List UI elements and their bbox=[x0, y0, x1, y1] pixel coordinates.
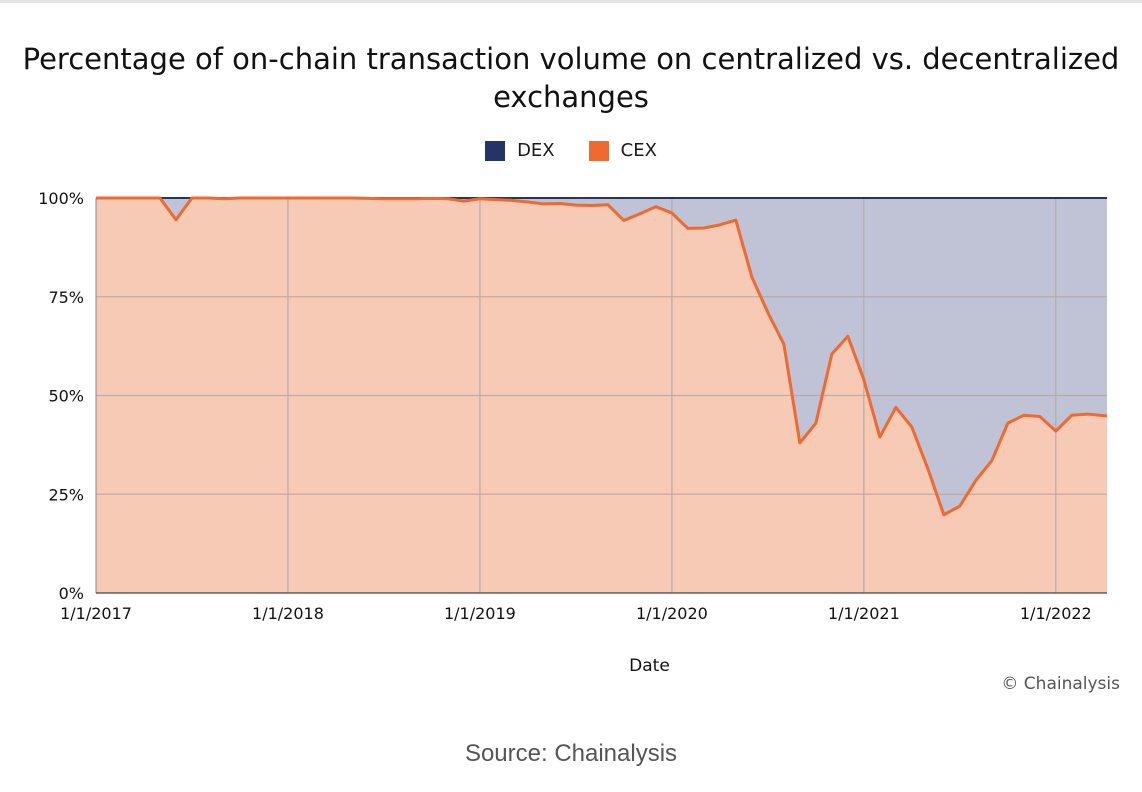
chart-legend: DEX CEX bbox=[0, 140, 1142, 161]
x-tick-label: 1/1/2021 bbox=[828, 604, 900, 623]
x-tick-label: 1/1/2017 bbox=[60, 604, 132, 623]
legend-item-cex[interactable]: CEX bbox=[588, 140, 657, 161]
y-tick-label: 100% bbox=[38, 189, 84, 208]
legend-label-dex: DEX bbox=[517, 140, 555, 161]
x-tick-label: 1/1/2022 bbox=[1020, 604, 1092, 623]
y-tick-label: 25% bbox=[48, 485, 84, 504]
legend-label-cex: CEX bbox=[620, 140, 657, 161]
chart-title: Percentage of on-chain transaction volum… bbox=[0, 40, 1142, 116]
x-tick-label: 1/1/2019 bbox=[444, 604, 516, 623]
x-axis-title: Date bbox=[629, 656, 670, 676]
chainalysis-credit: © Chainalysis bbox=[1001, 674, 1120, 694]
source-caption: Source: Chainalysis bbox=[464, 740, 678, 767]
legend-swatch-cex bbox=[588, 140, 609, 161]
y-tick-label: 50% bbox=[48, 387, 84, 406]
chart-title-text: Percentage of on-chain transaction volum… bbox=[22, 42, 1120, 114]
top-divider bbox=[0, 0, 1142, 3]
x-tick-label: 1/1/2020 bbox=[636, 604, 708, 623]
legend-item-dex[interactable]: DEX bbox=[485, 140, 555, 161]
cex-line bbox=[96, 196, 1108, 517]
area-chart: 0% 25% 50% 75% 100% 1/1/2017 1/1/2018 1/1/2019 1… bbox=[38, 189, 1108, 676]
y-tick-label: 0% bbox=[59, 584, 84, 603]
x-tick-label: 1/1/2018 bbox=[252, 604, 324, 623]
legend-swatch-dex bbox=[485, 140, 506, 161]
y-tick-label: 75% bbox=[48, 288, 84, 307]
